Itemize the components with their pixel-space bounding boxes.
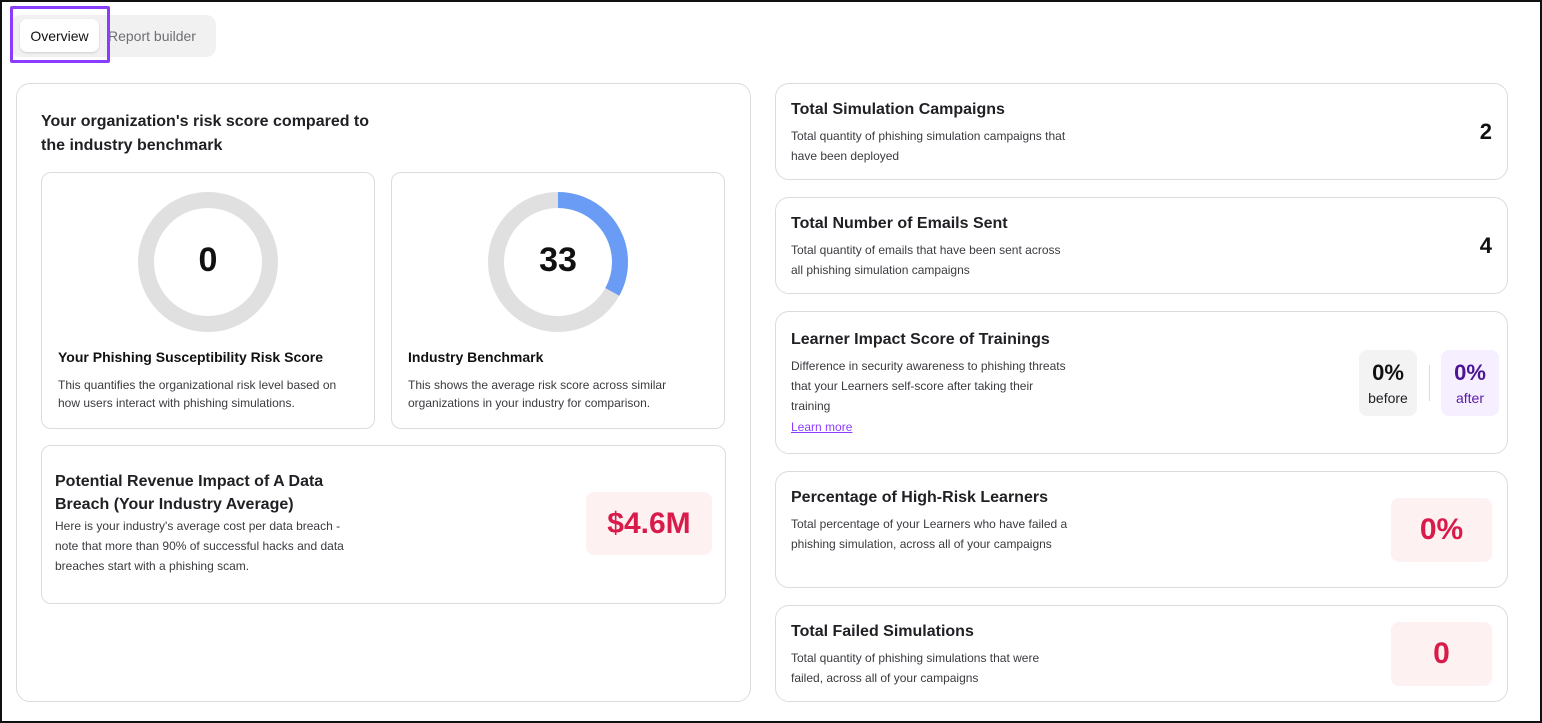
revenue-value-badge: $4.6M [586,492,712,555]
emails-title: Total Number of Emails Sent [791,215,1008,232]
campaigns-description: Total quantity of phishing simulation ca… [791,129,1066,163]
tab-overview[interactable]: Overview [20,19,99,52]
industry-description: This shows the average risk score across… [408,378,667,410]
before-after-divider [1429,365,1430,401]
high-risk-value-badge: 0% [1391,498,1492,562]
failed-simulations-card [775,605,1508,702]
failed-value-badge: 0 [1391,622,1492,686]
your-score-title: Your Phishing Susceptibility Risk Score [58,349,324,365]
high-risk-title: Percentage of High-Risk Learners [791,489,1048,506]
panel-title: Your organization's risk score compared … [41,113,370,154]
emails-value: 4 [1479,233,1492,258]
high-risk-description: Total percentage of your Learners who ha… [791,517,1068,551]
industry-score-value: 33 [539,240,577,279]
tab-report-builder[interactable]: Report builder [108,27,196,44]
emails-sent-card [775,197,1508,294]
learner-impact-title: Learner Impact Score of Trainings [791,331,1050,348]
your-score-ring [138,192,278,332]
high-risk-learners-card [775,471,1508,588]
failed-description: Total quantity of phishing simulations t… [791,651,1040,685]
campaigns-value: 2 [1479,119,1492,144]
revenue-description: Here is your industry's average cost per… [55,519,344,573]
simulation-campaigns-card [775,83,1508,180]
before-label: before [1368,390,1408,406]
industry-score-ring [488,192,628,332]
your-score-description: This quantifies the organizational risk … [58,378,337,410]
before-value: 0% [1372,360,1404,385]
your-risk-score-card [41,172,375,429]
tab-focus-ring [10,6,110,63]
your-score-value: 0 [198,240,218,279]
failed-title: Total Failed Simulations [791,623,974,640]
learn-more-link[interactable]: Learn more [791,420,853,434]
after-score-box: 0% after [1441,350,1499,416]
after-label: after [1455,390,1484,406]
emails-description: Total quantity of emails that have been … [791,243,1061,277]
industry-title: Industry Benchmark [408,349,544,365]
revenue-title: Potential Revenue Impact of A Data Breac… [55,473,324,513]
campaigns-title: Total Simulation Campaigns [791,101,1005,118]
after-value: 0% [1454,360,1486,385]
industry-ring-fill [488,192,628,332]
industry-benchmark-card [391,172,725,429]
your-score-ring-track [138,192,278,332]
before-score-box: 0% before [1359,350,1417,416]
learner-impact-description: Difference in security awareness to phis… [791,359,1066,413]
